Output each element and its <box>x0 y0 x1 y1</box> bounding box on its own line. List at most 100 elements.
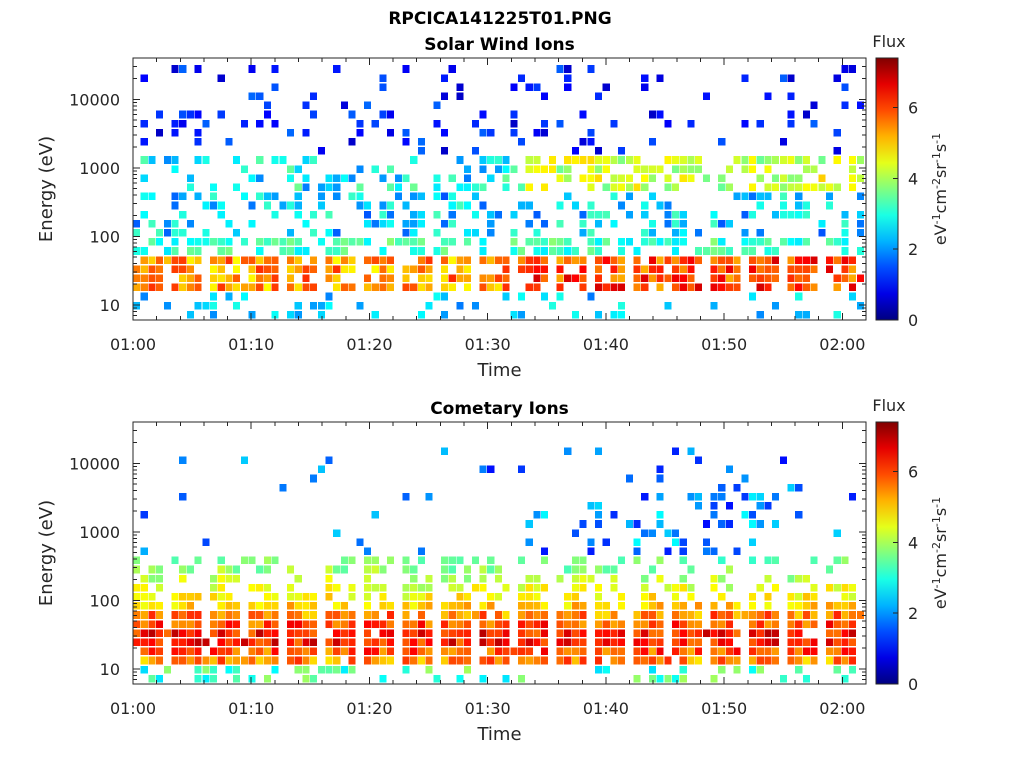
heatmap-cell <box>417 147 425 155</box>
heatmap-cell <box>710 492 718 501</box>
heatmap-cell <box>133 629 141 637</box>
y-axis-label: Energy (eV) <box>36 136 57 242</box>
heatmap-cell <box>448 192 456 201</box>
heatmap-cell <box>510 238 518 246</box>
heatmap-cell <box>579 274 587 283</box>
heatmap-cell <box>325 247 333 255</box>
heatmap-cell <box>725 265 733 273</box>
heatmap-cell <box>425 256 433 264</box>
heatmap-cell <box>687 620 695 628</box>
heatmap-cell <box>310 647 318 656</box>
heatmap-cell <box>718 556 726 565</box>
heatmap-cell <box>441 565 449 574</box>
heatmap-cell <box>818 219 826 228</box>
heatmap-cell <box>695 638 703 647</box>
heatmap-cell <box>217 283 225 292</box>
heatmap-cell <box>587 538 595 546</box>
heatmap-cell <box>256 638 264 647</box>
heatmap-cell <box>648 138 656 146</box>
heatmap-cell <box>502 292 510 301</box>
heatmap-cell <box>826 565 834 574</box>
heatmap-cell <box>171 238 179 246</box>
heatmap-cell <box>687 265 695 273</box>
unit-part: -1 <box>930 133 943 144</box>
heatmap-cell <box>233 574 241 583</box>
heatmap-cell <box>417 192 425 201</box>
heatmap-cell <box>687 447 695 455</box>
heatmap-cell <box>648 674 656 683</box>
heatmap-cell <box>641 574 649 583</box>
heatmap-cell <box>664 156 672 164</box>
heatmap-cell <box>417 265 425 273</box>
heatmap-cell <box>618 593 626 601</box>
heatmap-cell <box>756 583 764 592</box>
heatmap-cell <box>441 310 449 319</box>
heatmap-cell <box>687 165 695 173</box>
heatmap-cell <box>541 119 549 128</box>
heatmap-cell <box>340 265 348 273</box>
heatmap-cell <box>564 74 572 82</box>
heatmap-cell <box>849 665 857 674</box>
heatmap-cell <box>564 65 572 73</box>
heatmap-cell <box>340 101 348 110</box>
heatmap-cell <box>133 593 141 601</box>
heatmap-cell <box>364 583 372 592</box>
heatmap-cell <box>348 556 356 565</box>
heatmap-cell <box>695 492 703 501</box>
heatmap-cell <box>464 565 472 574</box>
heatmap-cell <box>333 283 341 292</box>
heatmap-cell <box>225 665 233 674</box>
heatmap-cell <box>210 620 218 628</box>
heatmap-cell <box>571 602 579 610</box>
heatmap-cell <box>263 274 271 283</box>
colorbar-tick-label: 4 <box>908 533 918 552</box>
heatmap-cell <box>595 511 603 519</box>
heatmap-cell <box>510 119 518 128</box>
heatmap-cell <box>333 665 341 674</box>
heatmap-cell <box>156 611 164 619</box>
heatmap-cell <box>256 583 264 592</box>
heatmap-cell <box>833 256 841 264</box>
heatmap-cell <box>749 593 757 601</box>
heatmap-cell <box>518 647 526 656</box>
heatmap-cell <box>764 647 772 656</box>
heatmap-cell <box>764 274 772 283</box>
heatmap-cell <box>579 265 587 273</box>
heatmap-cell <box>795 274 803 283</box>
heatmap-cell <box>641 74 649 82</box>
heatmap-cell <box>818 156 826 164</box>
heatmap-cell <box>402 219 410 228</box>
heatmap-cell <box>595 156 603 164</box>
heatmap-cell <box>618 301 626 310</box>
heatmap-cell <box>525 583 533 592</box>
heatmap-cell <box>494 593 502 601</box>
heatmap-cell <box>741 474 749 483</box>
heatmap-cell <box>133 638 141 647</box>
heatmap-cell <box>849 292 857 301</box>
heatmap-cell <box>425 665 433 674</box>
heatmap-cell <box>287 229 295 237</box>
heatmap-cell <box>417 310 425 319</box>
heatmap-cell <box>841 556 849 565</box>
heatmap-cell <box>764 92 772 101</box>
heatmap-cell <box>641 647 649 656</box>
heatmap-cell <box>379 620 387 628</box>
heatmap-cell <box>687 583 695 592</box>
heatmap-cell <box>302 647 310 656</box>
heatmap-cell <box>256 265 264 273</box>
heatmap-cell <box>379 283 387 292</box>
heatmap-cell <box>610 511 618 519</box>
heatmap-cell <box>787 611 795 619</box>
heatmap-cell <box>448 656 456 665</box>
heatmap-cell <box>741 210 749 219</box>
heatmap-cell <box>849 593 857 601</box>
heatmap-cell <box>456 83 464 91</box>
heatmap-cell <box>425 492 433 501</box>
heatmap-cell <box>710 602 718 610</box>
heatmap-cell <box>525 183 533 192</box>
heatmap-cell <box>764 502 772 510</box>
heatmap-cell <box>826 638 834 647</box>
heatmap-cell <box>194 283 202 292</box>
heatmap-cell <box>248 638 256 647</box>
heatmap-cell <box>225 620 233 628</box>
